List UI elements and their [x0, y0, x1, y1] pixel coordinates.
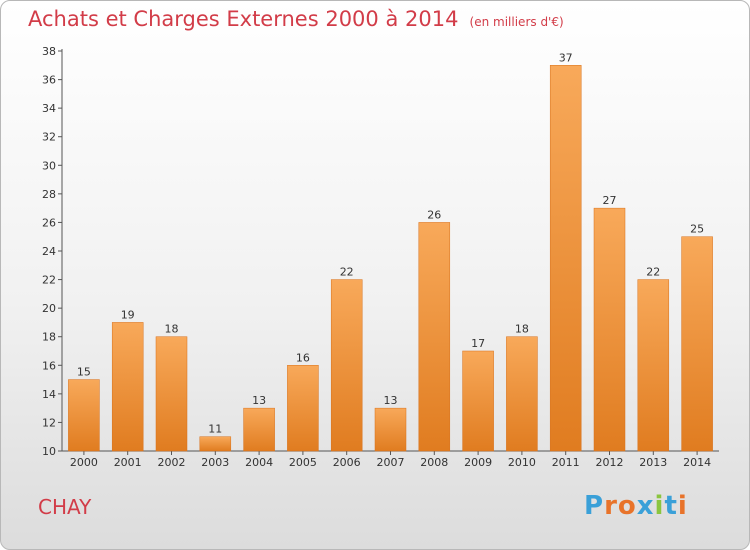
- y-tick-label: 18: [42, 331, 56, 344]
- value-label: 16: [296, 351, 310, 364]
- bar: [593, 207, 626, 452]
- bar: [155, 336, 188, 452]
- x-tick-label: 2005: [289, 456, 317, 469]
- chart-subtitle: (en milliers d'€): [469, 15, 564, 29]
- y-tick-label: 12: [42, 416, 56, 429]
- bar: [199, 436, 232, 452]
- value-label: 19: [121, 308, 135, 321]
- x-tick-label: 2002: [158, 456, 186, 469]
- x-tick-label: 2011: [552, 456, 580, 469]
- x-tick-label: 2013: [639, 456, 667, 469]
- y-tick-label: 28: [42, 188, 56, 201]
- value-label: 25: [690, 223, 704, 236]
- title-block: Achats et Charges Externes 2000 à 2014 (…: [28, 7, 564, 31]
- y-tick-label: 16: [42, 359, 56, 372]
- value-label: 37: [559, 51, 573, 64]
- logo-letter: i: [677, 491, 688, 521]
- logo-letter: t: [664, 491, 678, 521]
- x-tick-label: 2008: [420, 456, 448, 469]
- value-label: 27: [603, 194, 617, 207]
- bar: [68, 379, 100, 452]
- bar: [549, 65, 582, 452]
- chart-title: Achats et Charges Externes 2000 à 2014: [28, 7, 459, 31]
- y-tick-label: 20: [42, 302, 56, 315]
- proxiti-logo: Proxiti: [584, 491, 688, 521]
- bar: [462, 350, 494, 452]
- y-tick-label: 10: [42, 445, 56, 458]
- bar: [374, 407, 407, 452]
- value-label: 11: [208, 423, 222, 436]
- city-name: CHAY: [38, 495, 92, 519]
- x-tick-label: 2000: [70, 456, 98, 469]
- x-tick-label: 2009: [464, 456, 492, 469]
- axes: 10 12 14 16 18 20 22 24 26 28 30 32 34 36 38: [42, 45, 719, 458]
- bar: [637, 279, 670, 452]
- x-tick-label: 2010: [508, 456, 536, 469]
- value-label: 22: [340, 266, 354, 279]
- x-tick-label: 2006: [333, 456, 361, 469]
- x-tick-label: 2004: [245, 456, 273, 469]
- y-tick-label: 30: [42, 159, 56, 172]
- x-tick-label: 2001: [114, 456, 142, 469]
- y-tick-label: 22: [42, 274, 56, 287]
- y-tick-label: 38: [42, 45, 56, 58]
- bar: [681, 236, 713, 452]
- y-tick-label: 24: [42, 245, 56, 258]
- y-tick-label: 36: [42, 74, 56, 87]
- y-tick-label: 14: [42, 388, 56, 401]
- logo-letter: i: [654, 491, 665, 521]
- bar: [111, 322, 144, 452]
- bar: [330, 279, 363, 452]
- value-label: 22: [646, 266, 660, 279]
- logo-letter: r: [604, 491, 618, 521]
- x-tick-label: 2012: [596, 456, 624, 469]
- logo-letter: P: [584, 491, 605, 521]
- value-label: 18: [165, 323, 179, 336]
- y-tick-label: 26: [42, 216, 56, 229]
- y-tick-label: 32: [42, 131, 56, 144]
- bar: [287, 365, 319, 452]
- value-label: 13: [252, 394, 266, 407]
- bar: [418, 222, 451, 452]
- x-tick-label: 2007: [377, 456, 405, 469]
- labels-group: 2000 15 2001 19 2002 18 2003 11 2004 13 2005 16 2006…: [70, 51, 711, 469]
- value-label: 17: [471, 337, 485, 350]
- bar: [243, 407, 275, 452]
- logo-letter: o: [617, 491, 637, 521]
- bar: [506, 336, 538, 452]
- x-tick-label: 2003: [201, 456, 229, 469]
- logo-letter: x: [636, 491, 655, 521]
- value-label: 18: [515, 323, 529, 336]
- x-tick-label: 2014: [683, 456, 711, 469]
- value-label: 15: [77, 366, 91, 379]
- y-tick-label: 34: [42, 102, 56, 115]
- value-label: 13: [384, 394, 398, 407]
- bars-group: [68, 65, 713, 452]
- value-label: 26: [427, 208, 441, 221]
